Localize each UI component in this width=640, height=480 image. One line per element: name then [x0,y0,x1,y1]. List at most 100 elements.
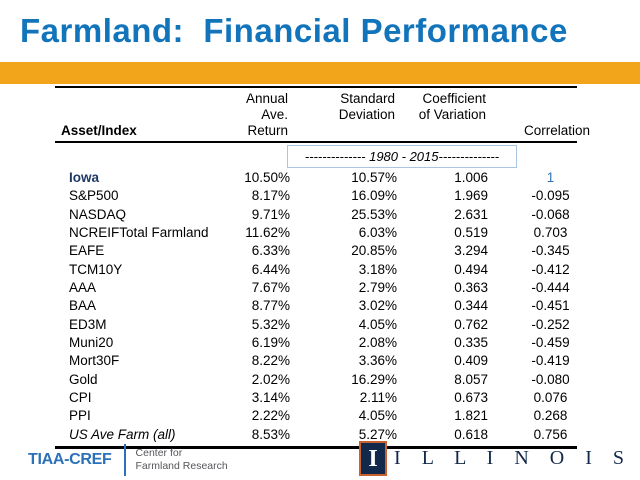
table-body: Iowa 10.50% 10.57% 1.006 1 S&P500 8.17% 16.09% 1… [55,169,577,450]
asset-cell: Muni20 [69,335,114,351]
asset-cell: CPI [69,390,92,406]
return-cell: 8.53% [251,426,290,442]
tiaa-cref-logo: TIAA-CREF [28,451,112,468]
coefvar-cell: 0.344 [454,298,488,314]
return-cell: 6.44% [251,261,290,277]
table-row: Muni20 6.19% 2.08% 0.335 -0.459 [55,334,577,352]
header-asset-index-label: Asset/Index [61,123,137,138]
table-row: S&P500 8.17% 16.09% 1.969 -0.095 [55,187,577,205]
table-row: AAA 7.67% 2.79% 0.363 -0.444 [55,279,577,297]
asset-cell: AAA [69,280,97,296]
coefvar-cell: 0.618 [454,426,488,442]
coefvar-cell: 1.821 [454,408,488,424]
asset-cell: Mort30F [69,353,120,369]
stddev-cell: 16.29% [351,371,397,387]
header-standard-deviation: Standard Deviation [290,91,397,139]
return-cell: 6.33% [251,243,290,259]
coefvar-cell: 0.494 [454,261,488,277]
table-row: BAA 8.77% 3.02% 0.344 -0.451 [55,297,577,315]
asset-cell: TCM10Y [69,261,123,277]
stddev-cell: 4.05% [358,316,397,332]
coefvar-cell: 0.673 [454,390,488,406]
table-row: US Ave Farm (all) 8.53% 5.27% 0.618 0.756 [55,426,577,444]
correlation-cell: -0.451 [531,298,570,314]
stddev-cell: 5.27% [358,426,397,442]
table-row: Iowa 10.50% 10.57% 1.006 1 [55,169,577,187]
tiaa-cref-footer: TIAA-CREF Center for Farmland Research [28,444,228,476]
table-header-row: Asset/Index Annual Ave. Return Standard … [55,88,591,143]
return-cell: 8.22% [251,353,290,369]
asset-cell: ED3M [69,316,107,332]
coefvar-cell: 3.294 [454,243,488,259]
table-row: CPI 3.14% 2.11% 0.673 0.076 [55,389,577,407]
table-row: Gold 2.02% 16.29% 8.057 -0.080 [55,371,577,389]
period-label-box: -------------- 1980 - 2015-------------- [287,145,517,168]
return-cell: 10.50% [244,170,290,185]
coefvar-cell: 0.762 [454,316,488,332]
stddev-cell: 3.02% [358,298,397,314]
orange-divider-bar [0,62,640,84]
table-row: NASDAQ 9.71% 25.53% 2.631 -0.068 [55,206,577,224]
stddev-cell: 2.79% [358,280,397,296]
table-row: TCM10Y 6.44% 3.18% 0.494 -0.412 [55,261,577,279]
coefvar-cell: 1.969 [454,188,488,204]
correlation-cell: 0.268 [533,408,568,424]
return-cell: 5.32% [251,316,290,332]
asset-cell: BAA [69,298,97,314]
illinois-wordmark: I L L I N O I S [394,447,632,469]
coefvar-cell: 0.335 [454,335,488,351]
slide-title: Farmland: Financial Performance [20,12,568,49]
table-row: NCREIFTotal Farmland 11.62% 6.03% 0.519 0.70… [55,224,577,242]
coefvar-cell: 0.363 [454,280,488,296]
correlation-cell: 0.076 [533,390,568,406]
stddev-cell: 2.11% [359,390,397,406]
return-cell: 2.22% [251,408,290,424]
header-annual-ave-return: Annual Ave. Return [220,91,290,139]
header-correlation: Correlation [488,91,591,139]
illinois-block-letter: I [368,445,378,472]
return-cell: 8.77% [251,298,290,314]
table-row: PPI 2.22% 4.05% 1.821 0.268 [55,407,577,425]
asset-cell: S&P500 [69,188,119,204]
correlation-cell: 1 [546,170,555,185]
asset-cell: US Ave Farm (all) [69,426,176,442]
header-coefficient-of-variation: Coefficient of Variation [397,91,488,139]
stddev-cell: 3.18% [358,261,397,277]
correlation-cell: -0.068 [531,206,570,222]
illinois-footer: I I L L I N O I S [359,441,632,476]
center-line2: Farmland Research [135,460,228,472]
correlation-cell: -0.080 [531,371,570,387]
asset-cell: NASDAQ [69,206,127,222]
asset-cell: EAFE [69,243,105,259]
center-line1: Center for [135,447,183,459]
correlation-cell: -0.419 [531,353,570,369]
illinois-block-i-icon: I [359,441,388,476]
stddev-cell: 10.57% [351,170,397,185]
correlation-cell: -0.252 [531,316,570,332]
header-std-line1: Standard [340,91,395,106]
period-row: -------------- 1980 - 2015-------------- [55,143,577,169]
coefvar-cell: 0.409 [454,353,488,369]
return-cell: 7.67% [251,280,290,296]
header-asset-index: Asset/Index [55,91,220,139]
header-return-line2: Return [247,123,288,138]
correlation-cell: -0.459 [531,335,570,351]
asset-cell: NCREIFTotal Farmland [69,225,209,241]
return-cell: 3.14% [251,390,290,406]
center-for-farmland-research-label: Center for Farmland Research [136,447,228,473]
correlation-cell: 0.756 [533,426,568,442]
stddev-cell: 16.09% [351,188,397,204]
coefvar-cell: 8.057 [454,371,488,387]
stddev-cell: 3.36% [358,353,397,369]
asset-cell: Iowa [69,170,100,185]
correlation-cell: -0.095 [531,188,570,204]
asset-cell: Gold [69,371,98,387]
return-cell: 6.19% [251,335,290,351]
header-corr-line2: Correlation [524,123,591,138]
header-cv-line2: of Variation [418,107,486,122]
correlation-cell: -0.444 [531,280,570,296]
return-cell: 11.62% [245,225,290,241]
coefvar-cell: 2.631 [454,206,488,222]
correlation-cell: -0.412 [531,261,570,277]
